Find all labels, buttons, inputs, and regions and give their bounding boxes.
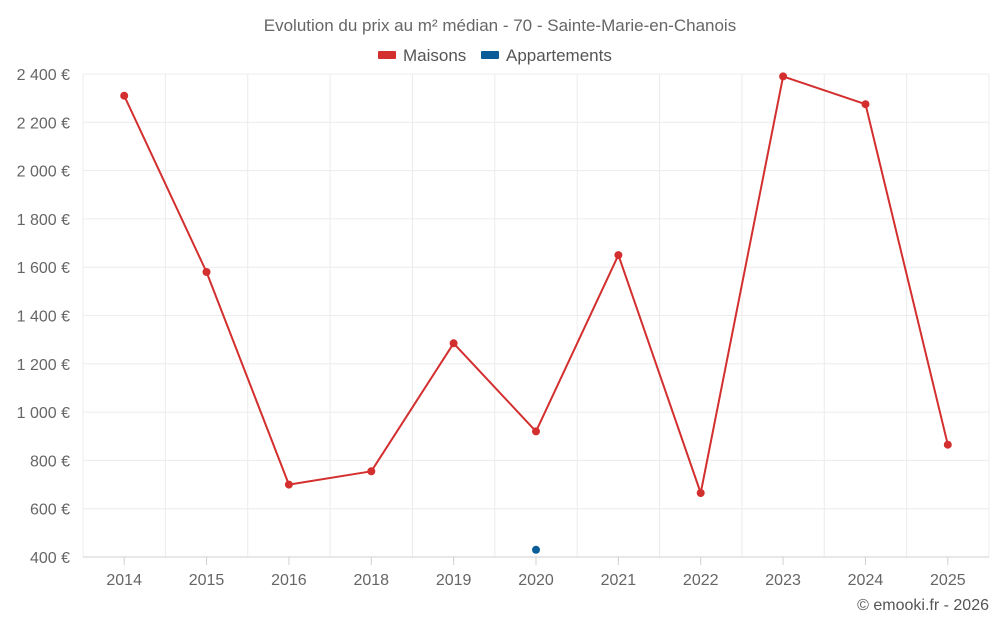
series bbox=[120, 72, 952, 554]
x-tick-label: 2021 bbox=[601, 572, 637, 589]
axes bbox=[83, 556, 989, 565]
chart-title: Evolution du prix au m² médian - 70 - Sa… bbox=[264, 16, 736, 35]
y-tick-label: 1 200 € bbox=[17, 357, 70, 374]
gridlines bbox=[82, 73, 990, 557]
data-point-maisons-2014[interactable] bbox=[120, 91, 129, 100]
data-point-maisons-2024[interactable] bbox=[861, 100, 870, 109]
data-point-maisons-2025[interactable] bbox=[943, 440, 952, 449]
data-point-appartements-2020[interactable] bbox=[532, 545, 540, 554]
y-tick-label: 800 € bbox=[30, 453, 70, 470]
x-tick-label: 2023 bbox=[765, 572, 801, 589]
data-point-maisons-2022[interactable] bbox=[696, 489, 705, 497]
data-point-maisons-2015[interactable] bbox=[202, 268, 211, 276]
y-tick-label: 1 800 € bbox=[17, 212, 70, 229]
y-tick-label: 1 400 € bbox=[17, 309, 70, 326]
data-point-maisons-2023[interactable] bbox=[779, 72, 788, 81]
data-point-maisons-2021[interactable] bbox=[614, 251, 623, 260]
x-axis-ticks: 2014 2015 2016 2018 2019 2020 2021 2022 2023 2024… bbox=[106, 572, 965, 589]
x-tick-label: 2015 bbox=[189, 572, 225, 589]
y-tick-label: 2 400 € bbox=[17, 67, 70, 84]
legend-item-appartements[interactable]: Appartements bbox=[481, 46, 612, 65]
x-tick-label: 2025 bbox=[930, 572, 966, 589]
y-tick-label: 400 € bbox=[30, 550, 70, 567]
legend-label-maisons: Maisons bbox=[403, 46, 466, 65]
x-tick-label: 2024 bbox=[848, 572, 884, 589]
x-tick-label: 2016 bbox=[271, 572, 307, 589]
y-tick-label: 2 200 € bbox=[17, 115, 70, 132]
legend-label-appartements: Appartements bbox=[506, 46, 612, 65]
data-point-maisons-2019[interactable] bbox=[449, 339, 458, 348]
data-point-maisons-2020[interactable] bbox=[532, 427, 540, 436]
y-tick-label: 600 € bbox=[30, 502, 70, 519]
x-tick-label: 2014 bbox=[106, 572, 142, 589]
legend-swatch-maisons bbox=[378, 51, 396, 59]
y-tick-label: 1 000 € bbox=[17, 405, 70, 422]
x-tick-label: 2019 bbox=[436, 572, 472, 589]
legend[interactable]: Maisons Appartements bbox=[378, 46, 612, 65]
x-tick-label: 2022 bbox=[683, 572, 719, 589]
data-point-maisons-2016[interactable] bbox=[284, 480, 293, 489]
legend-item-maisons[interactable]: Maisons bbox=[378, 46, 466, 65]
legend-swatch-appartements bbox=[481, 51, 499, 59]
y-tick-label: 2 000 € bbox=[17, 164, 70, 181]
x-tick-label: 2018 bbox=[353, 572, 389, 589]
y-tick-label: 1 600 € bbox=[17, 260, 70, 277]
x-tick-label: 2020 bbox=[518, 572, 554, 589]
y-axis-ticks: 400 € 600 € 800 € 1 000 € 1 200 € 1 400 € 1 60… bbox=[17, 67, 70, 567]
credit: © emooki.fr - 2026 bbox=[857, 597, 989, 614]
data-point-maisons-2018[interactable] bbox=[367, 467, 376, 476]
